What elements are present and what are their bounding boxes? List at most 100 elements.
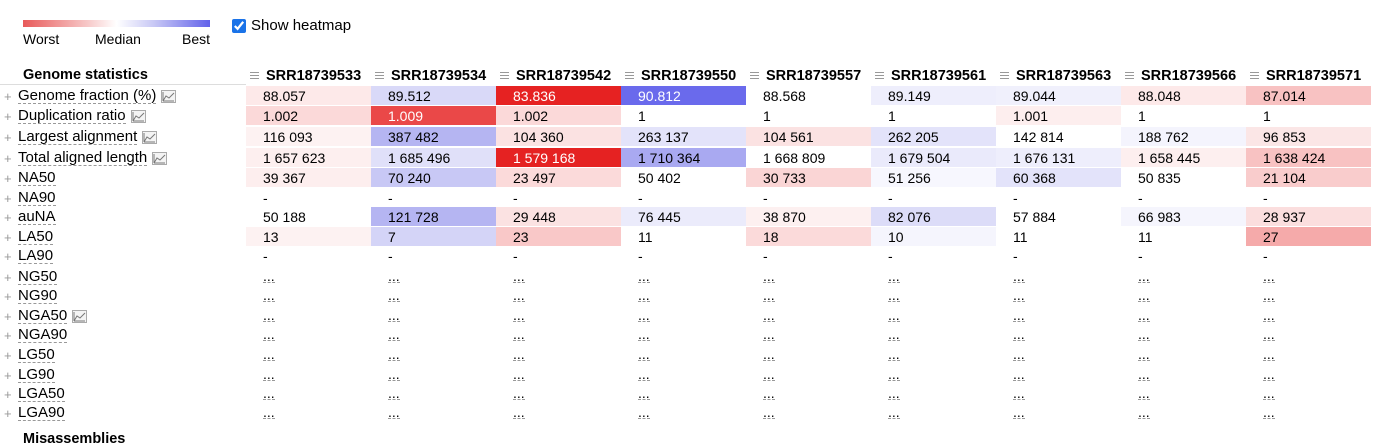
metric-label[interactable]: LG50 (18, 346, 55, 363)
cell-value[interactable]: ... (388, 346, 400, 362)
expand-plus-icon[interactable]: + (4, 129, 12, 145)
line-chart-icon[interactable] (161, 89, 177, 103)
expand-plus-icon[interactable]: + (4, 308, 12, 324)
cell-value[interactable]: ... (263, 326, 275, 342)
column-header[interactable]: SRR18739571 (1250, 67, 1361, 85)
column-header[interactable]: SRR18739566 (1125, 67, 1236, 85)
expand-plus-icon[interactable]: + (4, 190, 12, 206)
cell-value[interactable]: ... (513, 404, 525, 420)
cell-value[interactable]: ... (388, 307, 400, 323)
expand-plus-icon[interactable]: + (4, 209, 12, 225)
expand-plus-icon[interactable]: + (4, 269, 12, 285)
column-header[interactable]: SRR18739563 (1000, 67, 1111, 85)
drag-handle-icon[interactable] (1250, 71, 1259, 81)
cell-value[interactable]: ... (388, 366, 400, 382)
cell-value[interactable]: ... (888, 366, 900, 382)
cell-value[interactable]: ... (388, 268, 400, 284)
metric-label[interactable]: NA90 (18, 189, 56, 206)
cell-value[interactable]: ... (1138, 307, 1150, 323)
cell-value[interactable]: ... (638, 326, 650, 342)
cell-value[interactable]: ... (513, 287, 525, 303)
drag-handle-icon[interactable] (750, 71, 759, 81)
cell-value[interactable]: ... (638, 385, 650, 401)
expand-plus-icon[interactable]: + (4, 288, 12, 304)
drag-handle-icon[interactable] (1000, 71, 1009, 81)
cell-value[interactable]: ... (1138, 346, 1150, 362)
metric-label[interactable]: LA50 (18, 228, 54, 245)
metric-label[interactable]: LGA50 (18, 385, 65, 402)
cell-value[interactable]: ... (1013, 366, 1025, 382)
expand-plus-icon[interactable]: + (4, 248, 12, 264)
cell-value[interactable]: ... (263, 287, 275, 303)
drag-handle-icon[interactable] (1125, 71, 1134, 81)
column-header[interactable]: SRR18739542 (500, 67, 611, 85)
expand-plus-icon[interactable]: + (4, 229, 12, 245)
drag-handle-icon[interactable] (625, 71, 634, 81)
cell-value[interactable]: ... (888, 307, 900, 323)
metric-label[interactable]: Largest alignment (18, 128, 138, 145)
cell-value[interactable]: ... (888, 385, 900, 401)
cell-value[interactable]: ... (513, 307, 525, 323)
metric-label[interactable]: Duplication ratio (18, 107, 126, 124)
metric-label[interactable]: auNA (18, 208, 56, 225)
cell-value[interactable]: ... (763, 346, 775, 362)
line-chart-icon[interactable] (130, 109, 146, 123)
cell-value[interactable]: ... (638, 366, 650, 382)
expand-plus-icon[interactable]: + (4, 327, 12, 343)
column-header[interactable]: SRR18739533 (250, 67, 361, 85)
expand-plus-icon[interactable]: + (4, 367, 12, 383)
cell-value[interactable]: ... (763, 366, 775, 382)
cell-value[interactable]: ... (888, 268, 900, 284)
cell-value[interactable]: ... (1138, 366, 1150, 382)
expand-plus-icon[interactable]: + (4, 108, 12, 124)
expand-plus-icon[interactable]: + (4, 88, 12, 104)
cell-value[interactable]: ... (263, 366, 275, 382)
cell-value[interactable]: ... (1263, 346, 1275, 362)
cell-value[interactable]: ... (263, 268, 275, 284)
cell-value[interactable]: ... (1013, 385, 1025, 401)
cell-value[interactable]: ... (1138, 404, 1150, 420)
cell-value[interactable]: ... (388, 385, 400, 401)
cell-value[interactable]: ... (513, 385, 525, 401)
cell-value[interactable]: ... (1263, 307, 1275, 323)
cell-value[interactable]: ... (638, 307, 650, 323)
metric-label[interactable]: NGA90 (18, 326, 68, 343)
cell-value[interactable]: ... (1263, 385, 1275, 401)
cell-value[interactable]: ... (1013, 268, 1025, 284)
cell-value[interactable]: ... (1138, 385, 1150, 401)
expand-plus-icon[interactable]: + (4, 405, 12, 421)
cell-value[interactable]: ... (388, 404, 400, 420)
cell-value[interactable]: ... (638, 268, 650, 284)
drag-handle-icon[interactable] (375, 71, 384, 81)
cell-value[interactable]: ... (263, 346, 275, 362)
cell-value[interactable]: ... (1263, 366, 1275, 382)
cell-value[interactable]: ... (638, 404, 650, 420)
cell-value[interactable]: ... (1013, 346, 1025, 362)
metric-label[interactable]: LGA90 (18, 404, 65, 421)
heatmap-toggle[interactable]: Show heatmap (232, 17, 351, 34)
expand-plus-icon[interactable]: + (4, 347, 12, 363)
cell-value[interactable]: ... (1138, 326, 1150, 342)
line-chart-icon[interactable] (152, 151, 168, 165)
cell-value[interactable]: ... (263, 307, 275, 323)
drag-handle-icon[interactable] (250, 71, 259, 81)
metric-label[interactable]: Genome fraction (%) (18, 87, 157, 104)
metric-label[interactable]: NA50 (18, 169, 56, 186)
cell-value[interactable]: ... (1263, 287, 1275, 303)
cell-value[interactable]: ... (763, 287, 775, 303)
column-header[interactable]: SRR18739561 (875, 67, 986, 85)
drag-handle-icon[interactable] (500, 71, 509, 81)
cell-value[interactable]: ... (263, 385, 275, 401)
heatmap-checkbox[interactable] (232, 18, 246, 33)
cell-value[interactable]: ... (888, 346, 900, 362)
cell-value[interactable]: ... (763, 404, 775, 420)
cell-value[interactable]: ... (513, 268, 525, 284)
metric-label[interactable]: NG90 (18, 287, 58, 304)
cell-value[interactable]: ... (1013, 404, 1025, 420)
expand-plus-icon[interactable]: + (4, 170, 12, 186)
cell-value[interactable]: ... (1138, 287, 1150, 303)
line-chart-icon[interactable] (142, 130, 158, 144)
cell-value[interactable]: ... (513, 346, 525, 362)
cell-value[interactable]: ... (388, 287, 400, 303)
metric-label[interactable]: LG90 (18, 366, 55, 383)
